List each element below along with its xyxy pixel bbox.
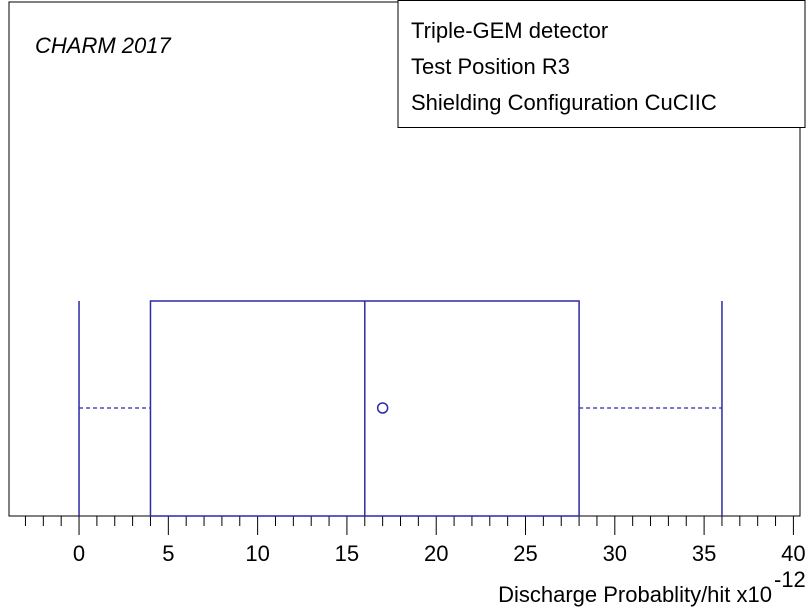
x-tick-label: 0 [73, 541, 85, 566]
x-tick-label: 30 [603, 541, 627, 566]
x-tick-label: 35 [692, 541, 716, 566]
legend-line: Test Position R3 [411, 54, 570, 79]
x-axis-title: Discharge Probablity/hit x10 [498, 582, 772, 607]
legend-line: Shielding Configuration CuCIIC [411, 90, 717, 115]
x-tick-label: 40 [781, 541, 805, 566]
annotation: CHARM 2017 [35, 33, 171, 58]
legend-line: Triple-GEM detector [411, 18, 608, 43]
mean-marker [376, 402, 389, 414]
x-tick-label: 20 [424, 541, 448, 566]
x-tick-label: 25 [513, 541, 537, 566]
x-tick-label: 10 [245, 541, 269, 566]
legend-box [397, 0, 806, 128]
x-tick-label: 15 [335, 541, 359, 566]
x-axis-exponent: -12 [774, 567, 806, 592]
x-tick-label: 5 [162, 541, 174, 566]
